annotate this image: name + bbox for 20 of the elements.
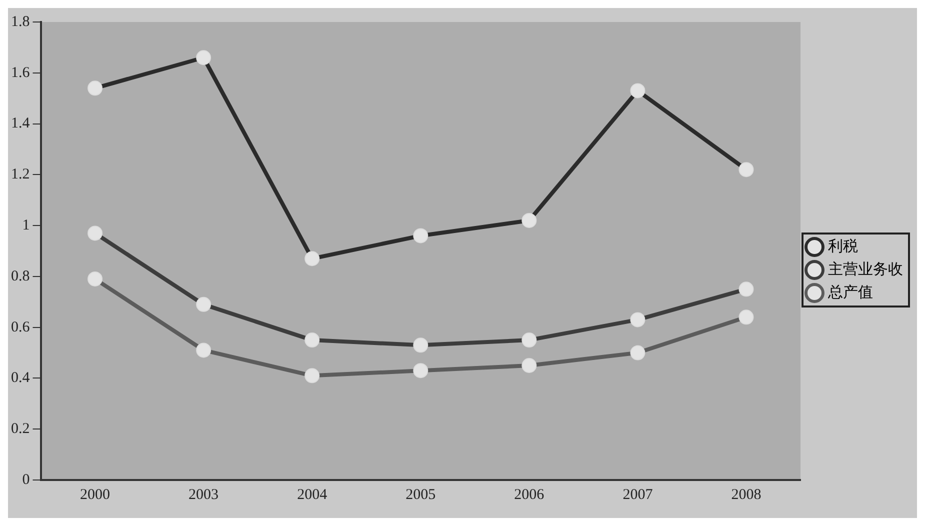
x-tick-label: 2004 (297, 486, 328, 503)
x-tick-label: 2008 (731, 486, 762, 503)
legend-label: 总产值 (827, 282, 873, 301)
x-tick-label: 2000 (80, 486, 110, 503)
y-tick-label: 0.8 (11, 268, 30, 284)
y-tick-label: 0 (22, 472, 30, 488)
y-tick-label: 0.4 (11, 370, 30, 386)
y-tick-label: 0.2 (11, 421, 30, 438)
y-tick-label: 1.8 (11, 14, 30, 30)
x-tick-label: 2006 (514, 486, 545, 503)
y-tick-label: 1 (22, 217, 30, 234)
y-tick-label: 1.6 (11, 64, 30, 81)
x-tick-label: 2005 (406, 486, 436, 503)
x-tick-label: 2007 (622, 486, 654, 503)
y-tick-label: 1.2 (11, 166, 30, 183)
y-tick-label: 1.4 (11, 116, 30, 132)
y-tick-label: 0.6 (11, 319, 30, 336)
x-tick-label: 2003 (188, 486, 219, 503)
legend-label: 主营业务收 (828, 260, 903, 278)
legend-label: 利税 (828, 236, 858, 255)
